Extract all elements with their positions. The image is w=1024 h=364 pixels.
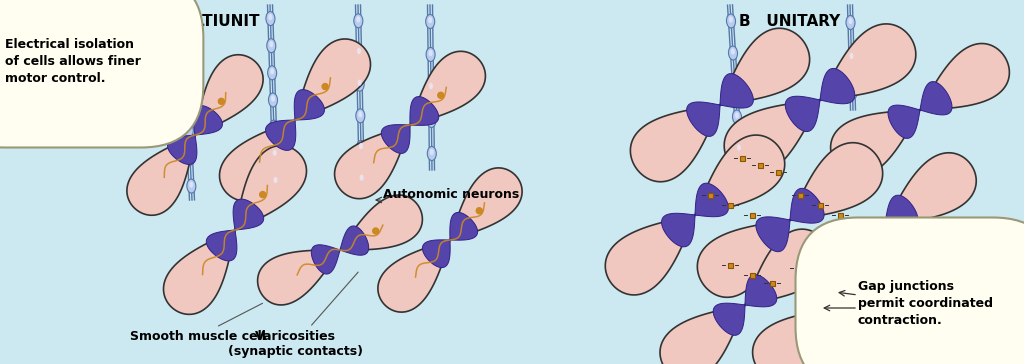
Ellipse shape xyxy=(268,14,272,20)
Polygon shape xyxy=(378,168,522,312)
Ellipse shape xyxy=(189,181,194,188)
Bar xyxy=(727,262,732,268)
Text: Varicosities
(synaptic contacts): Varicosities (synaptic contacts) xyxy=(227,272,362,358)
Bar xyxy=(739,155,744,161)
Ellipse shape xyxy=(266,12,274,25)
Ellipse shape xyxy=(427,114,436,127)
Ellipse shape xyxy=(849,18,853,24)
Ellipse shape xyxy=(729,16,733,23)
Ellipse shape xyxy=(846,16,855,29)
Ellipse shape xyxy=(427,146,436,161)
Ellipse shape xyxy=(183,42,187,48)
Ellipse shape xyxy=(355,109,365,123)
Ellipse shape xyxy=(271,123,275,129)
Ellipse shape xyxy=(267,39,275,53)
Circle shape xyxy=(437,92,443,98)
Text: Electrical isolation
of cells allows finer
motor control.: Electrical isolation of cells allows fin… xyxy=(5,38,141,85)
Bar xyxy=(769,281,774,285)
Polygon shape xyxy=(756,188,824,252)
Ellipse shape xyxy=(848,86,857,99)
Bar xyxy=(838,261,843,265)
Bar xyxy=(798,193,803,198)
Ellipse shape xyxy=(184,70,188,76)
Polygon shape xyxy=(794,153,976,297)
Ellipse shape xyxy=(183,95,193,110)
Bar xyxy=(750,213,755,218)
Polygon shape xyxy=(631,28,810,182)
Ellipse shape xyxy=(181,14,185,21)
Polygon shape xyxy=(311,226,369,274)
Ellipse shape xyxy=(357,48,361,54)
Ellipse shape xyxy=(356,16,360,23)
Polygon shape xyxy=(753,235,928,364)
Polygon shape xyxy=(335,51,485,199)
Polygon shape xyxy=(206,199,264,261)
Polygon shape xyxy=(830,44,1010,177)
Ellipse shape xyxy=(728,46,737,60)
Ellipse shape xyxy=(428,17,432,23)
Ellipse shape xyxy=(357,79,361,86)
Ellipse shape xyxy=(430,149,434,155)
Polygon shape xyxy=(697,143,883,297)
Ellipse shape xyxy=(357,172,367,186)
Polygon shape xyxy=(127,55,263,215)
Ellipse shape xyxy=(269,41,273,47)
Ellipse shape xyxy=(354,46,364,59)
Ellipse shape xyxy=(726,14,735,28)
Text: B   UNITARY: B UNITARY xyxy=(739,14,841,29)
Ellipse shape xyxy=(427,80,435,95)
Polygon shape xyxy=(164,146,306,314)
Ellipse shape xyxy=(273,177,278,183)
Bar xyxy=(838,213,843,218)
Ellipse shape xyxy=(733,80,737,87)
Bar xyxy=(727,202,732,207)
Polygon shape xyxy=(713,275,777,335)
Ellipse shape xyxy=(181,68,190,82)
Ellipse shape xyxy=(271,95,275,102)
Bar xyxy=(758,162,763,167)
Circle shape xyxy=(476,208,482,214)
Bar xyxy=(817,202,822,207)
Ellipse shape xyxy=(847,51,856,64)
Bar xyxy=(796,265,801,270)
Ellipse shape xyxy=(426,15,435,28)
Polygon shape xyxy=(265,90,325,150)
Ellipse shape xyxy=(186,126,190,132)
Bar xyxy=(855,269,860,274)
Text: A   MULTIUNIT: A MULTIUNIT xyxy=(140,14,260,29)
Ellipse shape xyxy=(359,174,364,181)
Polygon shape xyxy=(168,106,222,165)
Circle shape xyxy=(218,98,224,104)
Polygon shape xyxy=(724,24,915,176)
Circle shape xyxy=(373,228,379,234)
Ellipse shape xyxy=(270,147,280,161)
Ellipse shape xyxy=(268,93,278,107)
Bar xyxy=(750,273,755,277)
Ellipse shape xyxy=(270,68,274,75)
Circle shape xyxy=(323,84,328,90)
Ellipse shape xyxy=(359,143,362,149)
Bar xyxy=(708,193,713,198)
Ellipse shape xyxy=(735,112,739,119)
Text: Smooth muscle cell: Smooth muscle cell xyxy=(130,303,266,343)
Text: Gap junctions
permit coordinated
contraction.: Gap junctions permit coordinated contrac… xyxy=(858,280,993,327)
Polygon shape xyxy=(785,68,855,131)
Ellipse shape xyxy=(355,77,365,91)
Ellipse shape xyxy=(737,145,741,151)
Ellipse shape xyxy=(356,141,366,154)
Ellipse shape xyxy=(184,123,194,137)
Polygon shape xyxy=(662,183,728,247)
Ellipse shape xyxy=(426,47,435,62)
Ellipse shape xyxy=(850,53,853,59)
Polygon shape xyxy=(423,213,477,268)
Polygon shape xyxy=(258,195,422,305)
Polygon shape xyxy=(808,278,872,338)
Polygon shape xyxy=(660,229,830,364)
Ellipse shape xyxy=(734,142,743,156)
Ellipse shape xyxy=(730,78,739,92)
Ellipse shape xyxy=(188,154,193,160)
Ellipse shape xyxy=(732,110,741,124)
Ellipse shape xyxy=(429,50,432,56)
Polygon shape xyxy=(852,195,918,255)
